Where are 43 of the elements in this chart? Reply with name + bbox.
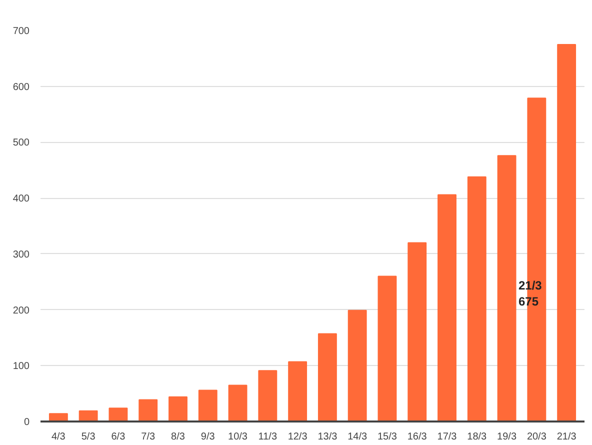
bar — [78, 410, 98, 422]
bar — [348, 310, 367, 422]
x-tick-label: 21/3 — [556, 432, 577, 442]
bar — [438, 194, 456, 422]
x-tick-label: 17/3 — [437, 432, 458, 442]
bar — [168, 396, 188, 422]
x-tick-label: 19/3 — [497, 432, 517, 442]
x-tick-label: 20/3 — [526, 432, 547, 442]
bar — [318, 333, 337, 422]
bar — [258, 370, 278, 422]
x-tick-label: 18/3 — [467, 432, 488, 442]
bar — [138, 399, 158, 422]
x-tick-label: 9/3 — [200, 432, 216, 442]
x-tick-label: 6/3 — [111, 432, 126, 442]
x-tick-label: 11/3 — [258, 432, 278, 442]
y-tick-label: 500 — [12, 138, 30, 149]
x-tick-label: 13/3 — [318, 432, 338, 442]
x-tick-label: 10/3 — [228, 432, 248, 442]
y-tick-label: 300 — [12, 249, 30, 260]
x-tick-label: 7/3 — [141, 432, 156, 442]
x-tick-label: 15/3 — [377, 432, 398, 442]
bar — [497, 155, 516, 422]
y-tick-label: 700 — [12, 26, 30, 37]
x-tick-label: 16/3 — [407, 432, 428, 442]
bar — [467, 176, 486, 422]
y-tick-label: 100 — [12, 361, 30, 372]
x-tick-label: 4/3 — [51, 432, 66, 442]
bar — [408, 242, 427, 422]
bar — [378, 276, 397, 422]
x-tick-label: 8/3 — [171, 432, 186, 442]
x-tick-label: 5/3 — [81, 432, 96, 442]
y-tick-label: 400 — [12, 194, 30, 205]
x-tick-label: 12/3 — [288, 432, 308, 442]
bar — [198, 390, 218, 422]
y-tick-label: 600 — [12, 82, 30, 93]
bar — [108, 408, 128, 422]
y-tick-label: 0 — [24, 417, 30, 428]
bar — [48, 413, 68, 422]
y-tick-label: 200 — [12, 305, 30, 316]
bar — [228, 384, 248, 422]
bar — [288, 361, 308, 422]
x-tick-label: 14/3 — [348, 432, 368, 442]
bar — [557, 44, 576, 422]
